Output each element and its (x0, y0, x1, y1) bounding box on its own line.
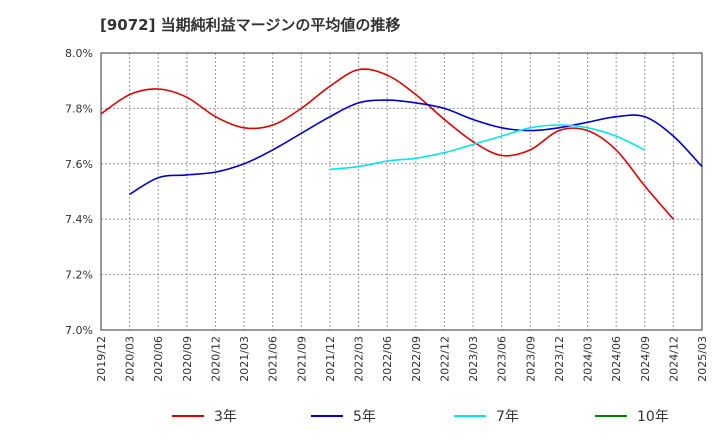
series-line-7年 (329, 124, 646, 171)
series-line-3年 (100, 68, 675, 220)
series-line-5年 (129, 99, 703, 195)
plot-frame (100, 52, 703, 331)
y-tick-label: 7.6% (65, 158, 93, 171)
x-tick-label: 2021/09 (295, 336, 308, 382)
legend-swatch (172, 415, 204, 417)
axes (100, 52, 703, 331)
x-tick-label: 2021/03 (238, 336, 251, 382)
x-tick-label: 2020/12 (209, 336, 222, 382)
legend-swatch (454, 415, 486, 417)
y-tick-label: 7.2% (65, 269, 93, 282)
x-tick-label: 2022/09 (410, 336, 423, 382)
x-tick-label: 2022/12 (438, 336, 451, 382)
x-tick-label: 2020/06 (152, 336, 165, 382)
x-tick-label: 2022/03 (353, 336, 366, 382)
x-tick-label: 2024/09 (639, 336, 652, 382)
y-tick-label: 7.0% (65, 324, 93, 337)
x-tick-label: 2021/12 (324, 336, 337, 382)
x-tick-label: 2024/06 (610, 336, 623, 382)
x-tick-label: 2020/03 (124, 336, 137, 382)
x-tick-label: 2020/09 (181, 336, 194, 382)
legend-item: 7年 (454, 404, 519, 428)
x-tick-label: 2024/03 (582, 336, 595, 382)
legend-item: 10年 (595, 404, 669, 428)
chart-title: [9072] 当期純利益マージンの平均値の推移 (100, 16, 401, 34)
y-tick-label: 7.8% (65, 102, 93, 115)
y-tick-label: 7.4% (65, 213, 93, 226)
x-tick-label: 2023/12 (553, 336, 566, 382)
x-tick-label: 2022/06 (381, 336, 394, 382)
x-tick-label: 2021/06 (267, 336, 280, 382)
x-tick-labels: 2019/12 2020/03 2020/06 2020/09 2020/12 2021/… (95, 336, 709, 382)
legend-label: 7年 (496, 409, 519, 425)
legend-label: 3年 (214, 409, 237, 425)
series-lines (100, 68, 703, 220)
legend-label: 5年 (353, 409, 376, 425)
legend-item: 3年 (172, 404, 237, 428)
legend: 3年 5年 7年 10年 (0, 404, 720, 428)
x-tick-label: 2023/03 (467, 336, 480, 382)
x-tick-label: 2024/12 (667, 336, 680, 382)
x-tick-label: 2023/09 (524, 336, 537, 382)
legend-swatch (595, 415, 627, 417)
x-tick-label: 2019/12 (95, 336, 108, 382)
x-tick-label: 2023/06 (496, 336, 509, 382)
legend-swatch (311, 415, 343, 417)
legend-item: 5年 (311, 404, 376, 428)
grid-lines (101, 53, 702, 330)
legend-label: 10年 (637, 409, 669, 425)
y-tick-labels: 7.0% 7.2% 7.4% 7.6% 7.8% 8.0% (65, 47, 93, 337)
x-tick-label: 2025/03 (696, 336, 709, 382)
y-tick-label: 8.0% (65, 47, 93, 60)
